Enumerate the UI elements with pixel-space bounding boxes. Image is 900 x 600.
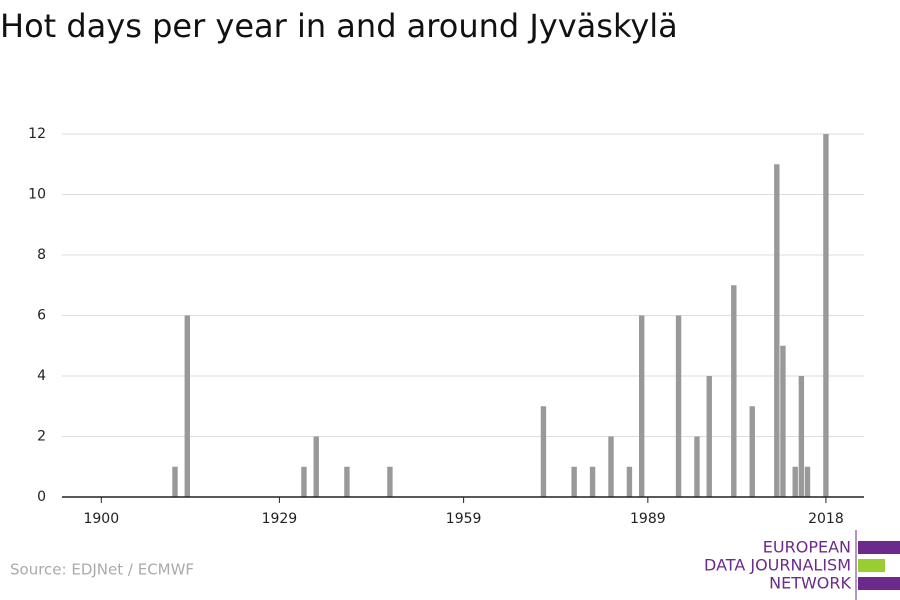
bar <box>626 466 633 497</box>
bar <box>798 376 805 497</box>
x-tick-label: 1989 <box>630 511 666 527</box>
logo: EUROPEAN DATA JOURNALISM NETWORK <box>704 530 900 600</box>
logo-bar <box>858 559 885 572</box>
bar <box>706 376 712 497</box>
bar <box>823 134 829 497</box>
bar <box>589 466 596 497</box>
x-tick-label: 1929 <box>262 511 298 527</box>
bar <box>387 466 393 497</box>
y-tick-label: 8 <box>37 247 46 263</box>
bar <box>749 406 755 497</box>
x-tick-label: 1959 <box>446 511 482 527</box>
bar <box>172 466 178 497</box>
logo-bar <box>858 577 900 590</box>
x-tick-label: 1900 <box>83 511 119 527</box>
bar <box>540 406 547 497</box>
bar <box>694 436 700 497</box>
bar <box>638 315 645 497</box>
y-tick-label: 10 <box>28 187 46 203</box>
y-tick-label: 12 <box>28 126 46 142</box>
bar <box>804 466 811 497</box>
y-tick-label: 6 <box>37 308 46 324</box>
logo-bar <box>858 541 900 554</box>
chart-title: Hot days per year in and around Jyväskyl… <box>0 7 678 45</box>
logo-text: NETWORK <box>769 574 851 593</box>
bar <box>301 466 307 497</box>
bar <box>792 466 798 497</box>
bar <box>184 315 190 497</box>
y-tick-label: 2 <box>37 429 46 445</box>
y-tick-label: 0 <box>37 489 46 505</box>
source: Source: EDJNet / ECMWF <box>10 561 194 579</box>
x-tick-label: 2018 <box>808 511 844 527</box>
bar <box>731 285 737 497</box>
bar <box>675 315 682 497</box>
bar <box>608 436 614 497</box>
logo-text: EUROPEAN <box>763 538 851 557</box>
bar <box>344 466 350 497</box>
y-tick-label: 4 <box>37 368 46 384</box>
bar <box>313 436 319 497</box>
bar <box>774 164 780 497</box>
bar <box>571 466 577 497</box>
bar <box>780 345 786 497</box>
logo-text: DATA JOURNALISM <box>704 556 851 575</box>
